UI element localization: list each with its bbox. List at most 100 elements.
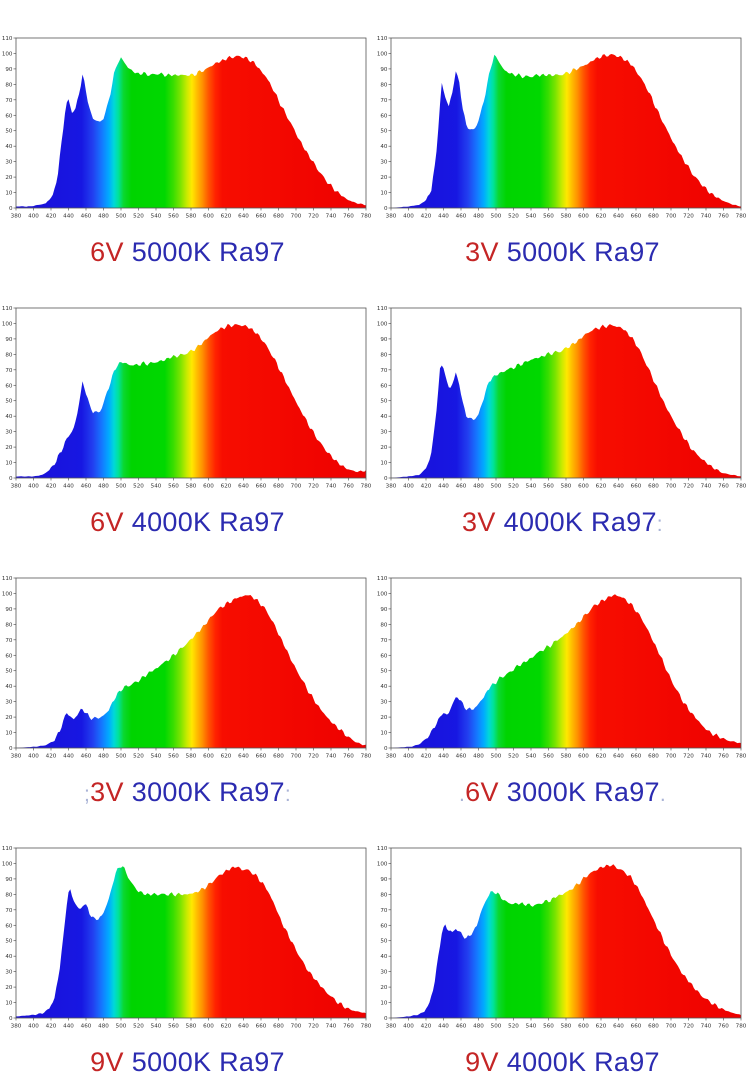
svg-text:500: 500 (491, 214, 502, 220)
svg-text:80: 80 (380, 892, 388, 898)
svg-text:100: 100 (2, 51, 13, 57)
chart-cell-3v-4000k: 0 10 20 30 40 50 60 70 80 90 100 110 380 400 420 440 460… (375, 270, 750, 540)
svg-text:480: 480 (98, 754, 109, 760)
svg-text:40: 40 (380, 954, 388, 960)
svg-text:740: 740 (701, 484, 712, 490)
svg-text:640: 640 (613, 214, 624, 220)
svg-text:520: 520 (133, 484, 144, 490)
svg-text:20: 20 (5, 175, 13, 181)
svg-text:440: 440 (63, 484, 74, 490)
svg-text:50: 50 (380, 129, 388, 135)
svg-text:400: 400 (28, 754, 39, 760)
svg-text:740: 740 (701, 214, 712, 220)
svg-text:80: 80 (380, 622, 388, 628)
svg-text:740: 740 (701, 754, 712, 760)
caption-artifact-suffix: : (656, 513, 663, 536)
caption-voltage: 6V (90, 507, 124, 537)
svg-text:90: 90 (380, 67, 388, 73)
svg-text:680: 680 (648, 484, 659, 490)
svg-text:720: 720 (683, 1024, 694, 1030)
svg-text:40: 40 (5, 684, 13, 690)
svg-text:760: 760 (343, 484, 354, 490)
svg-text:40: 40 (5, 144, 13, 150)
svg-text:380: 380 (386, 754, 397, 760)
svg-text:100: 100 (377, 591, 388, 597)
spectrum-plot-6v-4000k: 0 10 20 30 40 50 60 70 80 90 100 110 380 400 420 440 460… (2, 306, 372, 490)
svg-text:400: 400 (28, 1024, 39, 1030)
svg-text:110: 110 (377, 306, 388, 312)
caption-voltage: 3V (90, 777, 124, 807)
svg-text:540: 540 (526, 1024, 537, 1030)
svg-text:740: 740 (701, 1024, 712, 1030)
svg-text:100: 100 (377, 321, 388, 327)
svg-text:460: 460 (456, 754, 467, 760)
chart-caption: 9V 4000K Ra97 (465, 1047, 660, 1080)
svg-text:620: 620 (596, 214, 607, 220)
svg-text:30: 30 (5, 700, 13, 706)
svg-text:110: 110 (2, 576, 13, 582)
svg-text:520: 520 (508, 1024, 519, 1030)
svg-text:520: 520 (508, 214, 519, 220)
svg-text:520: 520 (133, 1024, 144, 1030)
svg-text:500: 500 (491, 754, 502, 760)
svg-text:30: 30 (5, 160, 13, 166)
svg-text:380: 380 (11, 1024, 22, 1030)
svg-text:80: 80 (5, 892, 13, 898)
axis-ticks: 0 10 20 30 40 50 60 70 80 90 100 110 380 400 420 440 460… (377, 576, 747, 760)
svg-text:10: 10 (380, 461, 388, 467)
caption-voltage: 6V (90, 237, 124, 267)
svg-text:20: 20 (5, 985, 13, 991)
svg-text:420: 420 (46, 754, 57, 760)
svg-text:600: 600 (578, 1024, 589, 1030)
svg-text:620: 620 (596, 484, 607, 490)
svg-text:380: 380 (386, 484, 397, 490)
chart-caption: 6V 4000K Ra97 (90, 507, 285, 540)
svg-text:700: 700 (666, 754, 677, 760)
svg-text:50: 50 (5, 129, 13, 135)
svg-text:0: 0 (384, 1016, 388, 1022)
svg-text:10: 10 (380, 731, 388, 737)
svg-text:100: 100 (2, 591, 13, 597)
svg-text:20: 20 (380, 985, 388, 991)
svg-text:720: 720 (683, 754, 694, 760)
svg-text:0: 0 (384, 746, 388, 752)
svg-text:50: 50 (380, 399, 388, 405)
svg-text:700: 700 (291, 754, 302, 760)
svg-text:420: 420 (46, 1024, 57, 1030)
caption-spec: 5000K Ra97 (131, 237, 285, 267)
svg-text:90: 90 (5, 337, 13, 343)
svg-text:10: 10 (5, 731, 13, 737)
chart-cell-6v-3000k: 0 10 20 30 40 50 60 70 80 90 100 110 380 400 420 440 460… (375, 540, 750, 810)
svg-text:780: 780 (361, 1024, 372, 1030)
svg-text:20: 20 (380, 715, 388, 721)
svg-text:10: 10 (5, 1001, 13, 1007)
svg-text:780: 780 (361, 484, 372, 490)
svg-text:50: 50 (380, 939, 388, 945)
svg-text:420: 420 (421, 1024, 432, 1030)
chart-cell-9v-4000k: 0 10 20 30 40 50 60 70 80 90 100 110 380 400 420 440 460… (375, 810, 750, 1080)
svg-text:30: 30 (380, 700, 388, 706)
spectrum-area (16, 323, 366, 478)
chart-caption: ;3V 3000K Ra97: (84, 777, 291, 810)
svg-text:740: 740 (326, 484, 337, 490)
svg-text:100: 100 (2, 321, 13, 327)
svg-text:440: 440 (63, 214, 74, 220)
spectrum-area (391, 864, 741, 1018)
svg-text:30: 30 (380, 970, 388, 976)
svg-text:760: 760 (718, 1024, 729, 1030)
spectrum-area (16, 866, 366, 1018)
svg-text:400: 400 (28, 484, 39, 490)
svg-text:30: 30 (5, 970, 13, 976)
svg-text:760: 760 (718, 484, 729, 490)
svg-text:460: 460 (456, 214, 467, 220)
svg-text:500: 500 (116, 214, 127, 220)
svg-text:660: 660 (256, 1024, 267, 1030)
svg-text:90: 90 (380, 337, 388, 343)
spectrum-plot-9v-4000k: 0 10 20 30 40 50 60 70 80 90 100 110 380 400 420 440 460… (377, 846, 747, 1030)
svg-text:440: 440 (63, 754, 74, 760)
svg-text:460: 460 (456, 484, 467, 490)
svg-text:660: 660 (631, 214, 642, 220)
svg-text:500: 500 (491, 1024, 502, 1030)
svg-text:380: 380 (11, 214, 22, 220)
